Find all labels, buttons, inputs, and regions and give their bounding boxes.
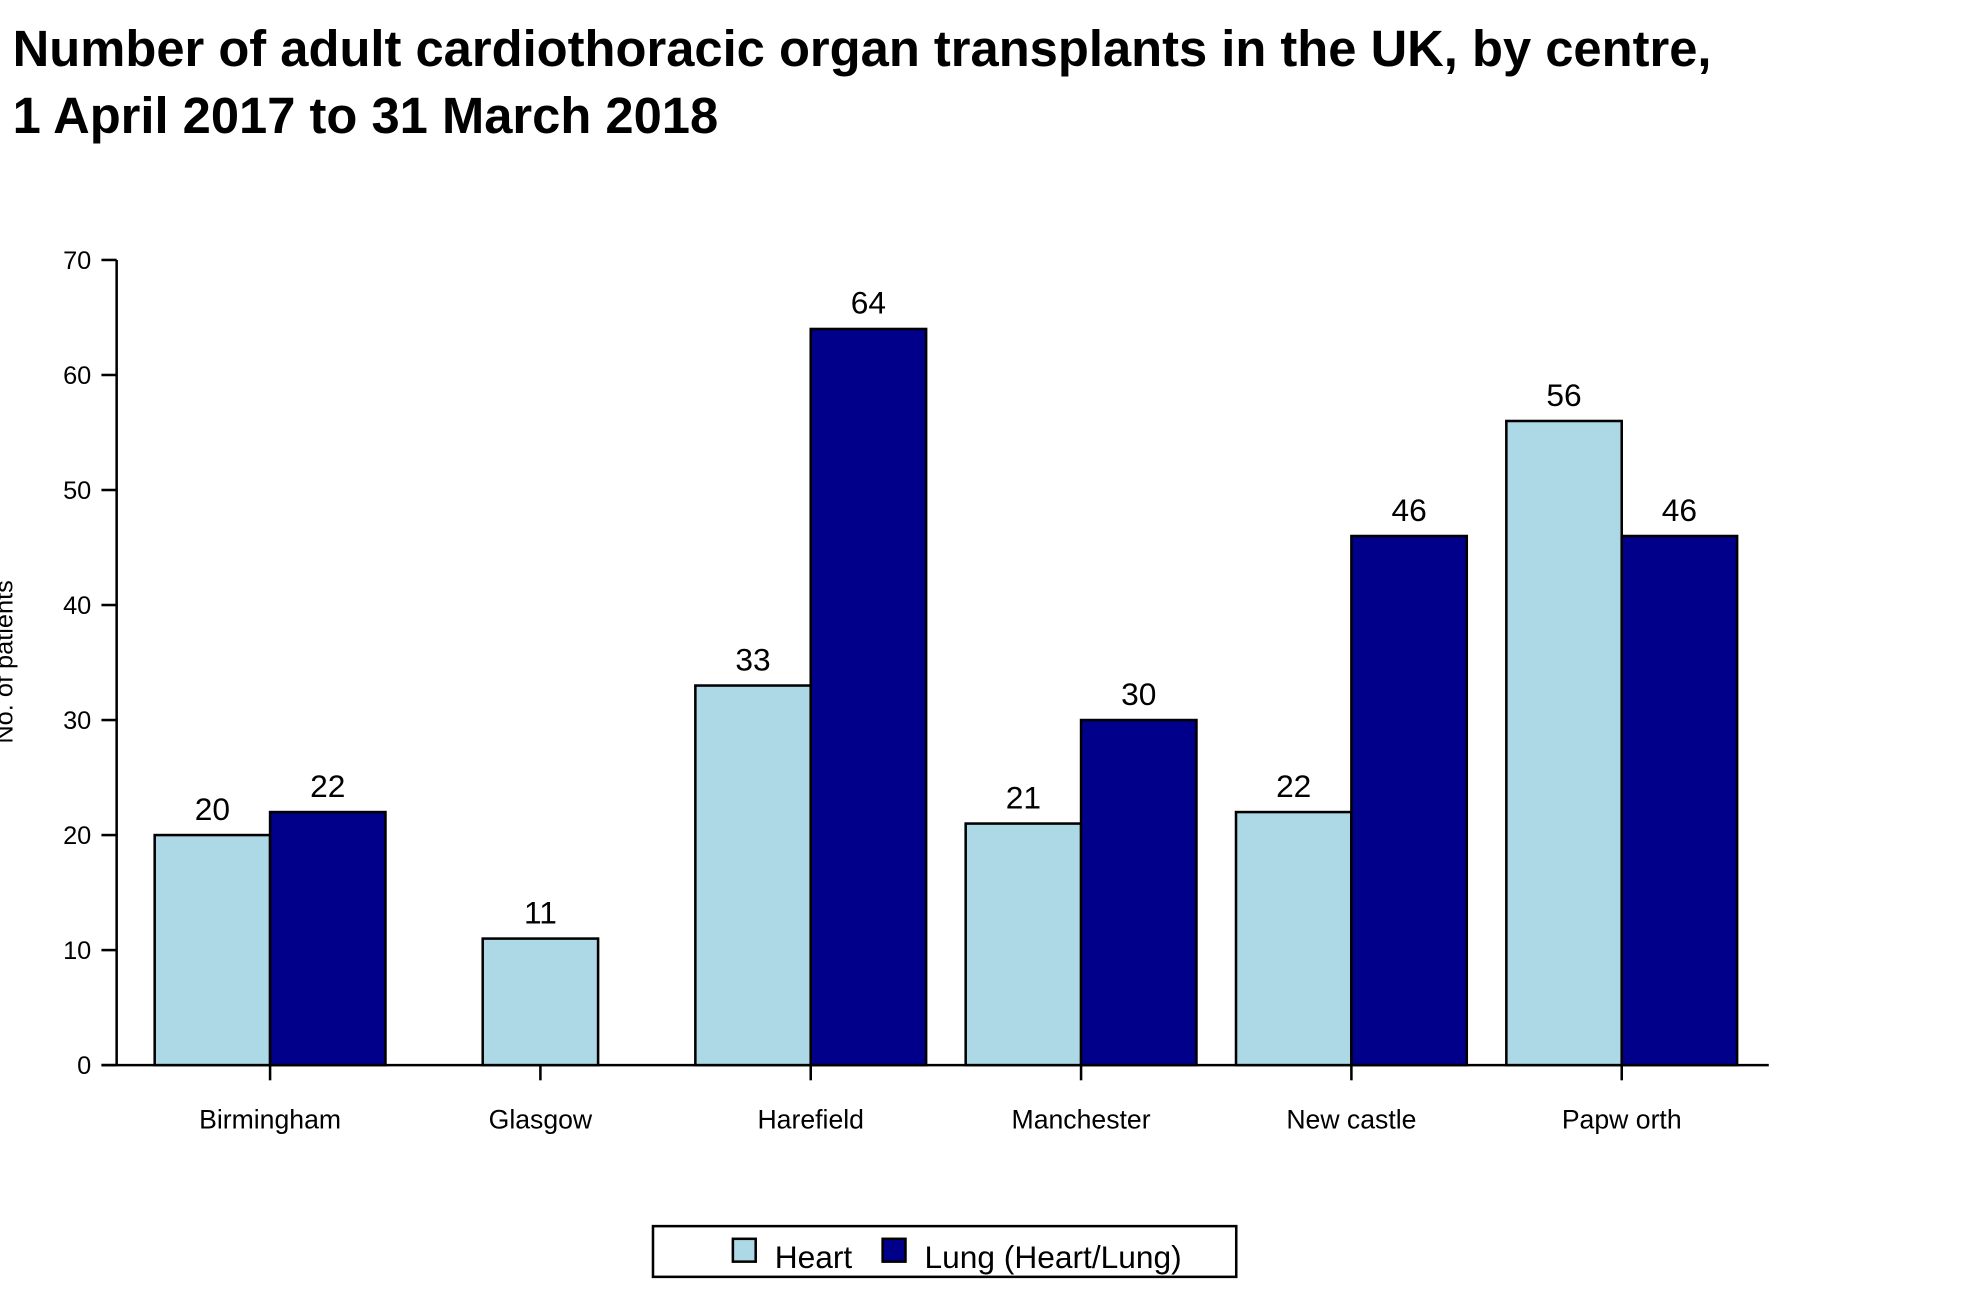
- bar: [1234, 810, 1353, 1067]
- value-label: 33: [735, 641, 770, 677]
- value-label: 64: [851, 285, 886, 321]
- bar: [1079, 718, 1198, 1067]
- value-label: 11: [524, 894, 557, 930]
- bar: [809, 327, 928, 1067]
- chart-title: Number of adult cardiothoracic organ tra…: [13, 20, 1712, 77]
- legend-swatch: [881, 1237, 907, 1263]
- value-label: 46: [1391, 492, 1426, 528]
- y-tick-label: 10: [63, 937, 91, 965]
- x-tick-label: Papw orth: [1562, 1105, 1682, 1135]
- value-label: 20: [195, 791, 230, 827]
- value-label: 21: [1006, 779, 1041, 815]
- y-tick-label: 40: [63, 592, 91, 620]
- bar: [481, 937, 600, 1067]
- value-label: 46: [1662, 492, 1697, 528]
- bar: [1350, 534, 1469, 1067]
- legend-swatch: [731, 1237, 757, 1263]
- bar: [964, 822, 1083, 1067]
- y-tick-label: 30: [63, 707, 91, 735]
- x-tick-label: Glasgow: [489, 1105, 593, 1135]
- bar: [153, 833, 272, 1067]
- y-tick-label: 20: [63, 822, 91, 850]
- x-tick-label: Manchester: [1012, 1105, 1151, 1135]
- bar: [694, 684, 813, 1067]
- chart-title: 1 April 2017 to 31 March 2018: [13, 87, 719, 144]
- value-label: 30: [1121, 676, 1156, 712]
- bar: [1505, 419, 1623, 1067]
- legend-label: Heart: [775, 1239, 853, 1275]
- legend-label: Lung (Heart/Lung): [924, 1239, 1181, 1275]
- bar: [268, 810, 387, 1067]
- x-tick-label: Birmingham: [199, 1105, 341, 1135]
- x-tick-label: New castle: [1286, 1105, 1416, 1135]
- bar: [1620, 534, 1739, 1067]
- y-tick-label: 0: [77, 1052, 91, 1080]
- value-label: 56: [1546, 377, 1581, 413]
- y-tick-label: 70: [63, 247, 91, 275]
- y-tick-label: 60: [63, 362, 91, 390]
- value-label: 22: [310, 768, 345, 804]
- y-tick-label: 50: [63, 477, 91, 505]
- y-axis-label: No. of patients: [0, 580, 19, 743]
- value-label: 22: [1276, 768, 1311, 804]
- x-tick-label: Harefield: [757, 1105, 864, 1135]
